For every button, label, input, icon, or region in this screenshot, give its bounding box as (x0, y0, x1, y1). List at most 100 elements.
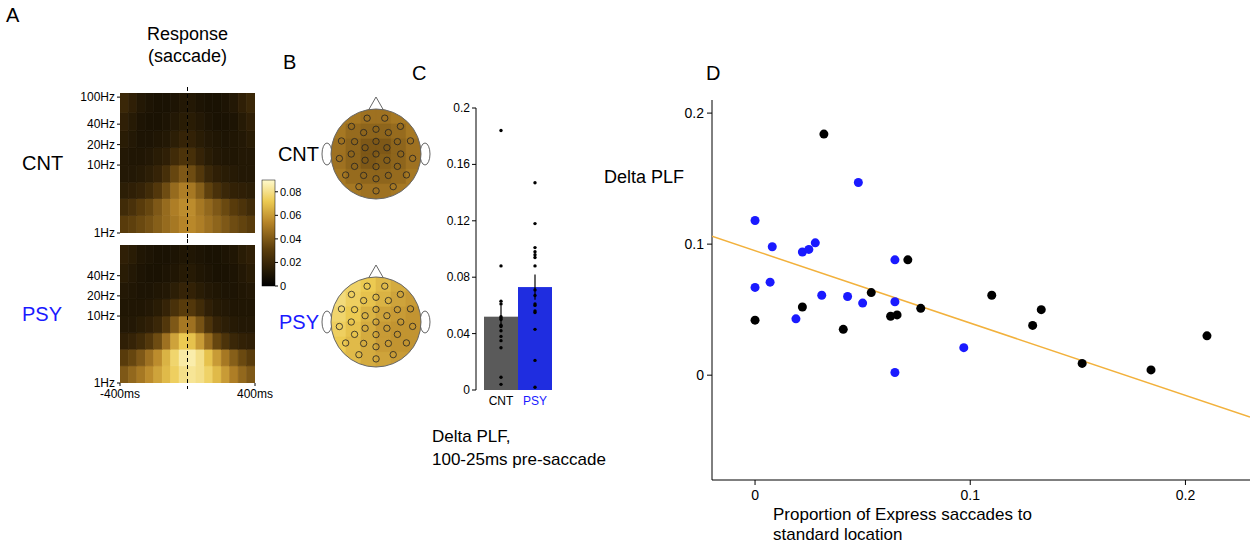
heat-cell (213, 316, 221, 333)
subject-point (499, 129, 502, 132)
electrode (394, 306, 400, 312)
heat-cell (145, 148, 153, 165)
heat-cell (120, 131, 128, 148)
heat-cell (230, 148, 238, 165)
electrode (348, 123, 354, 129)
subject-point (533, 288, 536, 291)
point (867, 288, 876, 297)
tick (117, 233, 120, 234)
electrode (384, 157, 390, 163)
point (987, 291, 996, 300)
topo-cell (346, 184, 361, 199)
heat-cell (154, 112, 162, 131)
event-line (187, 87, 188, 239)
topo-cell (391, 124, 406, 139)
heat-cell (128, 112, 136, 131)
point (903, 255, 912, 264)
heat-cell (213, 299, 221, 316)
heat-cell (247, 245, 255, 264)
heat-cell (162, 112, 170, 131)
point (798, 303, 807, 312)
heat-cell (171, 316, 179, 333)
heat-cell (230, 165, 238, 182)
heat-cell (162, 131, 170, 148)
heat-cell (171, 148, 179, 165)
point (768, 242, 777, 251)
heat-cell (145, 316, 153, 333)
heat-cell (145, 93, 153, 112)
point (893, 310, 902, 319)
heat-cell (188, 112, 196, 131)
topo-cell (406, 292, 421, 307)
heat-cell (230, 131, 238, 148)
heat-cell (179, 333, 187, 349)
heat-cell (162, 366, 170, 383)
figure: 100Hz40Hz20Hz10Hz1HzCNTResponse(saccade)… (0, 0, 1260, 556)
heat-cell (204, 299, 212, 316)
tick (275, 191, 278, 192)
electrode (360, 129, 366, 135)
heat-cell (204, 366, 212, 383)
electrode (348, 291, 354, 297)
heat-cell (196, 148, 204, 165)
electrode (384, 145, 390, 151)
subject-point (533, 222, 536, 225)
heat-cell (247, 333, 255, 349)
tick (275, 262, 278, 263)
subject-point (533, 181, 536, 184)
heat-cell (238, 199, 246, 216)
heat-cell (221, 264, 229, 282)
electrode (373, 356, 379, 362)
heat-cell (154, 165, 162, 182)
heat-cell (128, 333, 136, 349)
heat-cell (179, 93, 187, 112)
heat-cell (179, 112, 187, 131)
heat-cell (145, 182, 153, 199)
heat-cell (247, 112, 255, 131)
heat-cell (188, 165, 196, 182)
heat-cell (145, 349, 153, 366)
heat-cell (128, 349, 136, 366)
heat-cell (120, 182, 128, 199)
heat-cell (188, 299, 196, 316)
heat-cell (162, 165, 170, 182)
heat-cell (247, 199, 255, 216)
heat-cell (196, 349, 204, 366)
heat-cell (230, 366, 238, 383)
y-axis (476, 108, 477, 390)
heat-cell (204, 199, 212, 216)
heat-cell (221, 165, 229, 182)
point (751, 283, 760, 292)
subject-point (533, 246, 536, 249)
heat-cell (171, 93, 179, 112)
label: 0.1 (685, 236, 705, 252)
heat-cell (179, 245, 187, 264)
heat-cell (128, 165, 136, 182)
heat-cell (137, 112, 145, 131)
tick (275, 286, 278, 287)
x-axis (712, 480, 1250, 481)
tick (970, 480, 971, 485)
point (854, 178, 863, 187)
label: 0.12 (447, 214, 471, 228)
heat-cell (213, 131, 221, 148)
heat-cell (145, 333, 153, 349)
heat-cell (230, 182, 238, 199)
label-line: (saccade) (148, 46, 227, 66)
subject-point (533, 359, 536, 362)
heat-cell (247, 165, 255, 182)
heat-cell (247, 349, 255, 366)
heat-cell (188, 199, 196, 216)
heat-cell (213, 165, 221, 182)
heat-cell (238, 93, 246, 112)
electrode (342, 172, 348, 178)
electrode (398, 319, 404, 325)
heat-cell (154, 349, 162, 366)
heat-cell (179, 216, 187, 233)
electrode (373, 151, 379, 157)
heat-cell (120, 93, 128, 112)
topo-cell (346, 292, 361, 307)
electrode (397, 291, 403, 297)
electrode (373, 138, 379, 144)
label: C (412, 62, 426, 84)
